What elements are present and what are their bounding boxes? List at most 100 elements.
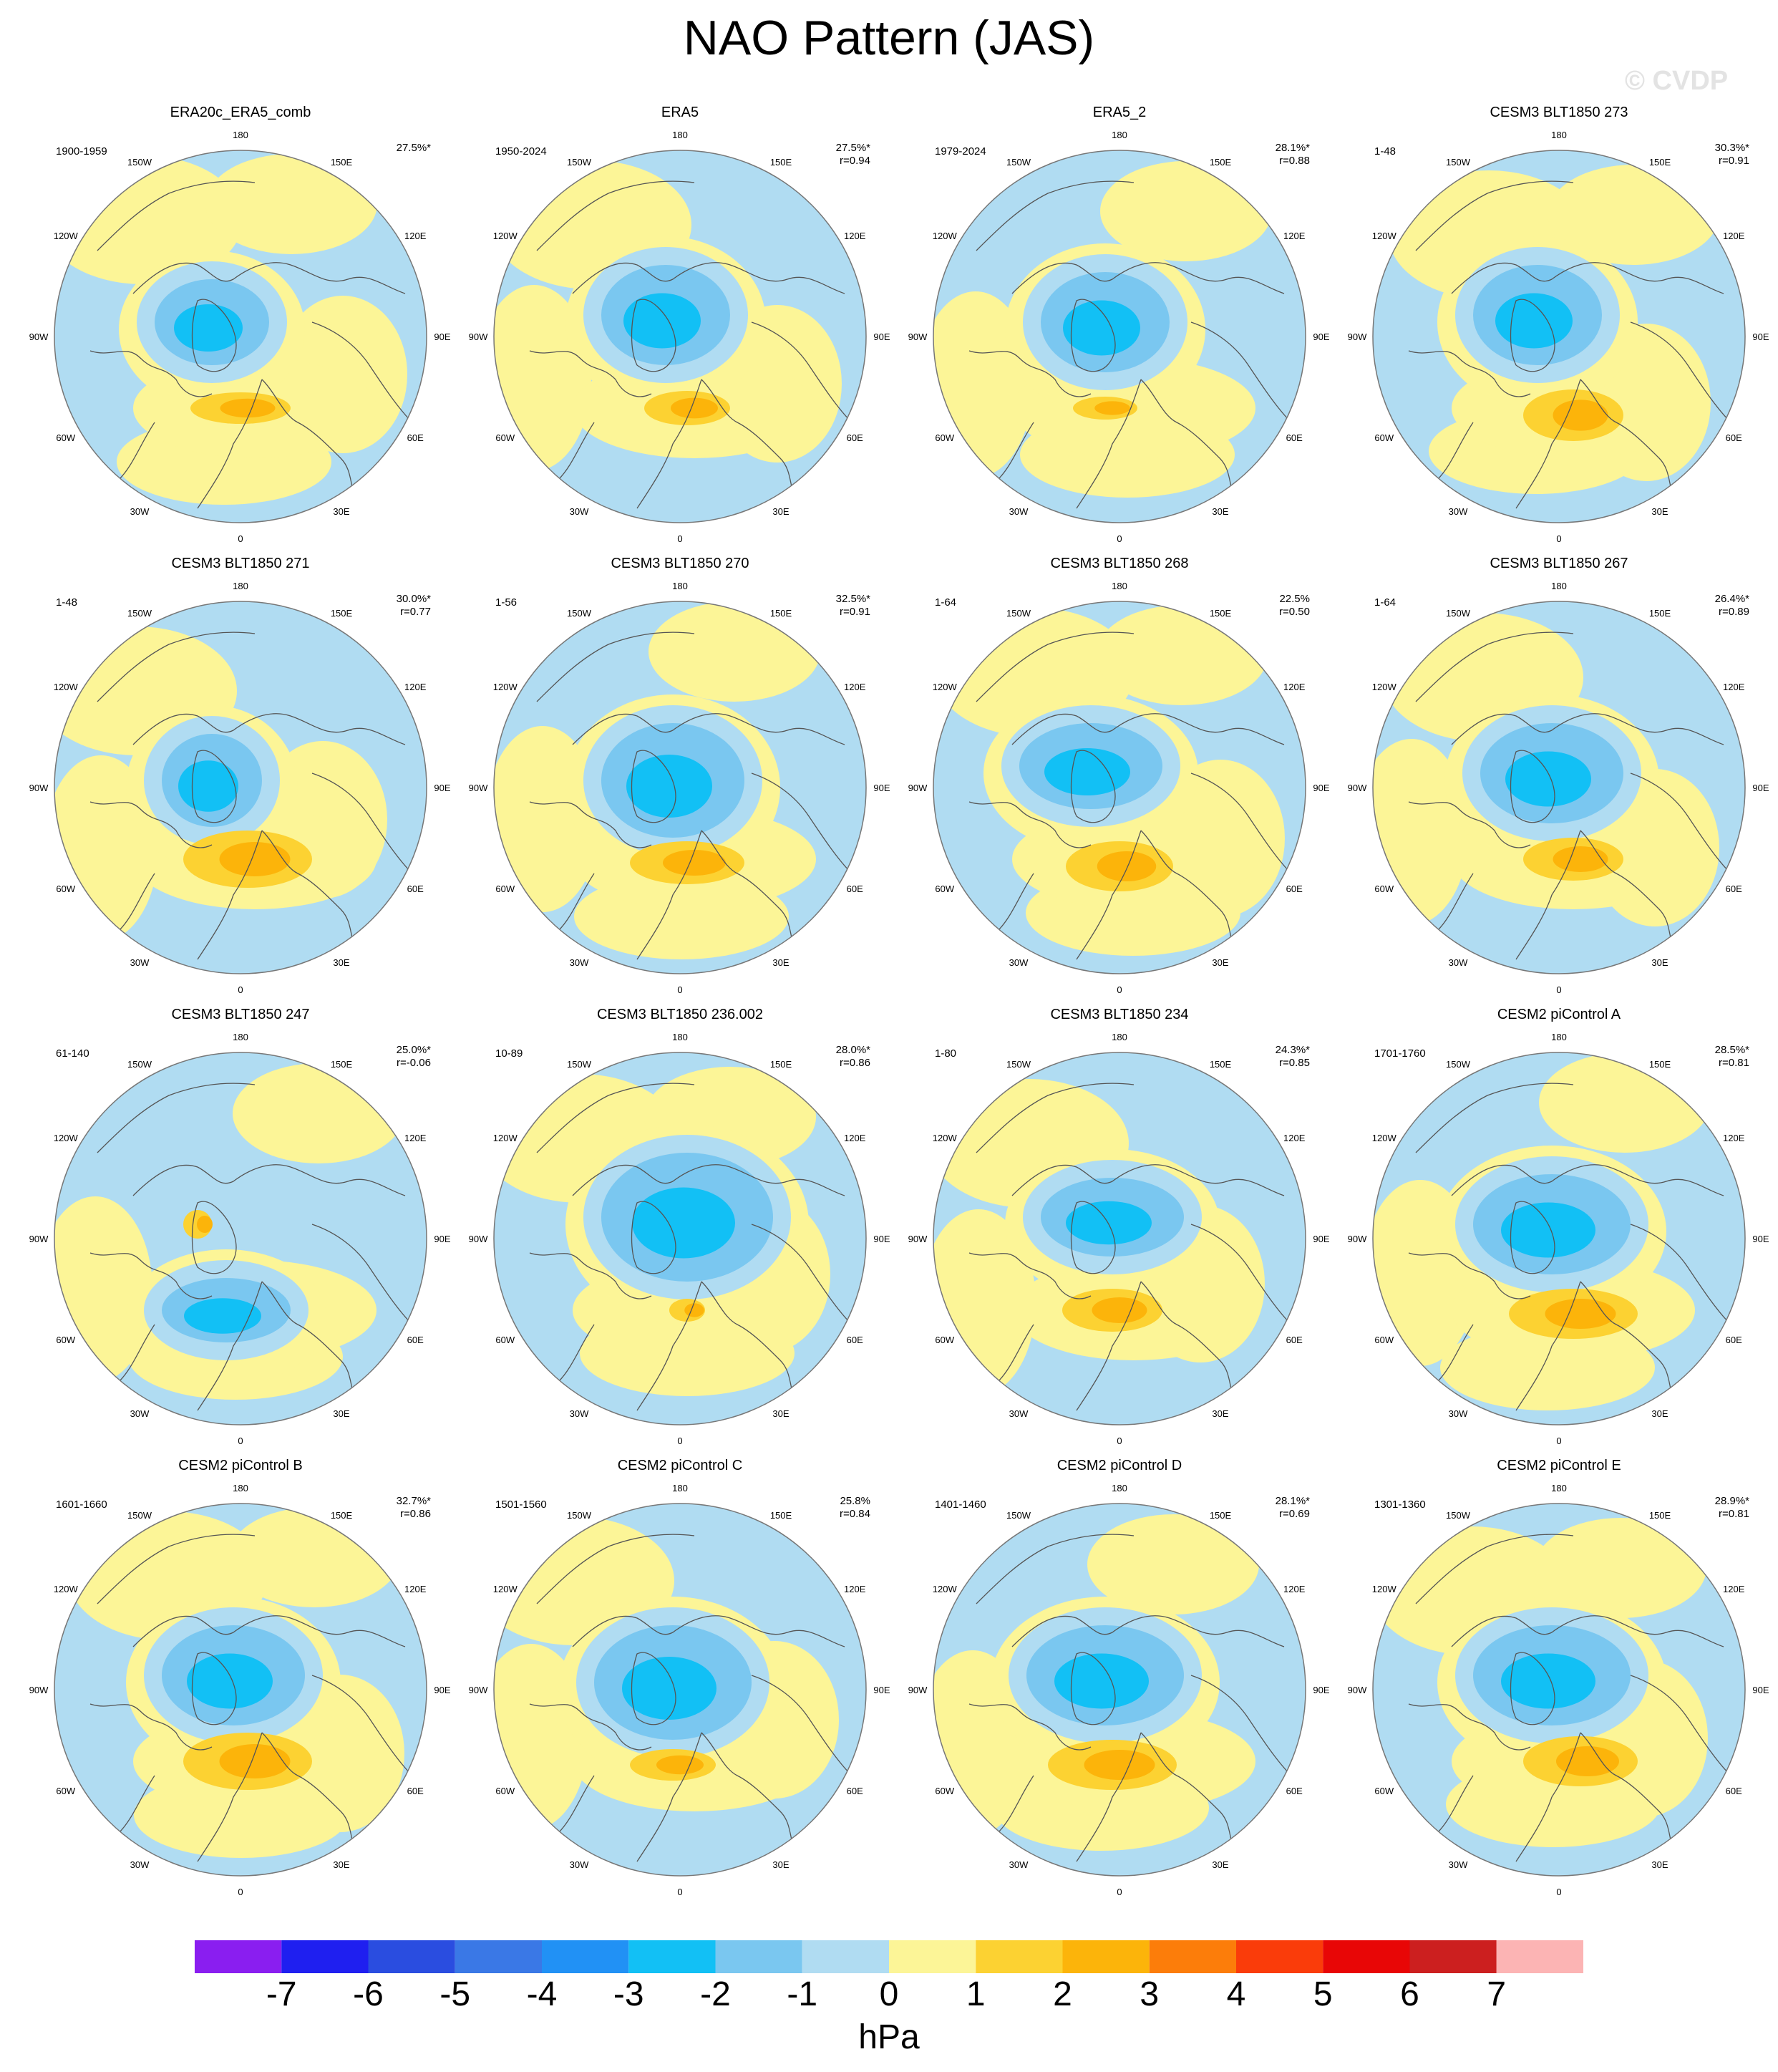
pattern-correlation: r=0.81	[1719, 1057, 1749, 1069]
longitude-label: 60E	[1726, 883, 1742, 894]
coastline	[968, 801, 1092, 848]
longitude-label: 120W	[933, 682, 958, 692]
coastline	[572, 262, 845, 294]
longitude-label: 180	[672, 1483, 688, 1494]
longitude-label: 0	[238, 984, 243, 995]
panel-stats: 28.5%* r=0.81	[1715, 1044, 1749, 1070]
panel-stats: 25.0%* r=-0.06	[397, 1044, 431, 1070]
coastline	[631, 299, 676, 372]
coastline	[1580, 830, 1681, 960]
panel-stats: 30.0%* r=0.77	[397, 593, 431, 619]
longitude-label: 180	[233, 1032, 248, 1042]
longitude-label: 90W	[469, 1685, 488, 1695]
explained-variance: 28.0%*	[835, 1044, 870, 1056]
map-boundary	[1372, 1052, 1746, 1425]
coastline	[191, 299, 237, 372]
coastline	[701, 1732, 802, 1862]
explained-variance: 30.3%*	[1714, 142, 1749, 154]
explained-variance: 28.5%*	[1714, 1044, 1749, 1056]
longitude-label: 60W	[1374, 1786, 1394, 1796]
map-panel: CESM2 piControl E 1301-1360 28.9%* r=0.81 18…	[1337, 1353, 1778, 1897]
anomaly-fill-pos2	[1553, 846, 1608, 872]
panel-stats: 22.5% r=0.50	[1279, 593, 1310, 619]
colorbar-swatch	[542, 1940, 629, 1973]
longitude-label: 60W	[935, 883, 954, 894]
longitude-label: 90E	[1313, 783, 1329, 793]
map-boundary	[54, 1052, 427, 1425]
colorbar-tick-label: 5	[1313, 1975, 1333, 2013]
coastline	[1415, 631, 1574, 702]
colorbar-swatch	[1496, 1940, 1583, 1973]
coastline	[191, 1201, 237, 1274]
colorbar-tick-label: -5	[439, 1975, 471, 2013]
longitude-label: 120E	[404, 1584, 427, 1594]
coastline	[1408, 1703, 1531, 1751]
longitude-label: 30W	[570, 1859, 589, 1870]
coastline	[1140, 1732, 1242, 1862]
coastline	[97, 631, 256, 702]
anomaly-fill-neg2	[1063, 300, 1140, 356]
longitude-label: 30E	[1651, 506, 1668, 517]
longitude-label: 0	[238, 1436, 243, 1446]
anomaly-fill-neg2	[187, 1653, 273, 1709]
longitude-label: 0	[1556, 1887, 1561, 1897]
longitude-label: 150W	[1006, 608, 1031, 619]
polar-map: 180 150E 120E 90E 60E 30E 0 30W 60W 90W 120W 150W	[908, 130, 1330, 544]
coastline	[1076, 379, 1142, 509]
longitude-label: 150W	[567, 1510, 592, 1521]
longitude-label: 120E	[404, 682, 427, 692]
polar-map: 180 150E 120E 90E 60E 30E 0 30W 60W 90W 120W 150W	[908, 1483, 1330, 1897]
longitude-label: 180	[672, 581, 688, 591]
longitude-label: 90E	[434, 1685, 450, 1695]
longitude-label: 0	[238, 533, 243, 544]
coastline	[118, 1775, 155, 1834]
coastline	[1140, 1281, 1242, 1411]
colorbar-tick-label: 6	[1400, 1975, 1419, 2013]
coastline	[997, 422, 1034, 480]
longitude-label: 30W	[1449, 957, 1468, 968]
panel-period: 1900-1959	[56, 145, 107, 158]
panel-title: CESM3 BLT1850 267	[1490, 556, 1628, 571]
polar-map: 180 150E 120E 90E 60E 30E 0 30W 60W 90W 120W 150W	[1348, 1483, 1769, 1897]
coastline	[1011, 713, 1285, 745]
coastline	[261, 1281, 363, 1411]
coastline	[1070, 1201, 1116, 1274]
anomaly-fill-pos2	[684, 1303, 704, 1317]
colorbar-swatch	[628, 1940, 716, 1973]
longitude-label: 120E	[1283, 1584, 1306, 1594]
longitude-label: 120W	[493, 231, 518, 241]
pattern-correlation: r=0.50	[1279, 606, 1310, 618]
longitude-label: 30W	[1009, 506, 1029, 517]
coastline	[636, 830, 702, 960]
longitude-label: 120W	[493, 682, 518, 692]
longitude-label: 120E	[1723, 1133, 1745, 1143]
coastline	[529, 350, 652, 397]
colorbar-swatch	[1236, 1940, 1323, 1973]
map-boundary	[493, 1503, 867, 1877]
colorbar-swatch	[802, 1940, 889, 1973]
polar-map: 180 150E 120E 90E 60E 30E 0 30W 60W 90W 120W 150W	[908, 1032, 1330, 1446]
longitude-label: 120W	[933, 231, 958, 241]
longitude-label: 60E	[1286, 1786, 1303, 1796]
colorbar-swatch	[281, 1940, 369, 1973]
coastline	[529, 1703, 652, 1751]
longitude-label: 30W	[130, 506, 150, 517]
anomaly-fill-neg2	[1044, 748, 1130, 795]
panel-period: 1501-1560	[495, 1499, 547, 1511]
anomaly-fill-neg2	[1501, 1653, 1595, 1709]
coastline	[1437, 1775, 1474, 1834]
anomaly-fill-pos2	[663, 850, 726, 876]
anomaly-fill-pos2	[671, 397, 718, 419]
longitude-label: 30E	[1651, 1859, 1668, 1870]
colorbar-tick-label: 0	[879, 1975, 899, 2013]
colorbar-tick-label: 3	[1140, 1975, 1160, 2013]
map-panel: CESM3 BLT1850 247 61-140 25.0%* r=-0.06 180 1…	[19, 902, 462, 1446]
anomaly-fill-neg2	[626, 755, 712, 818]
explained-variance: 28.1%*	[1275, 142, 1310, 154]
longitude-label: 30E	[772, 1859, 789, 1870]
pattern-correlation: r=0.85	[1279, 1057, 1310, 1069]
map-boundary	[493, 1052, 867, 1425]
polar-map: 180 150E 120E 90E 60E 30E 0 30W 60W 90W 120W 150W	[29, 1032, 451, 1446]
map-panel: CESM3 BLT1850 268 1-64 22.5% r=0.50 180 150E 1…	[898, 451, 1341, 995]
longitude-label: 120E	[844, 1133, 866, 1143]
